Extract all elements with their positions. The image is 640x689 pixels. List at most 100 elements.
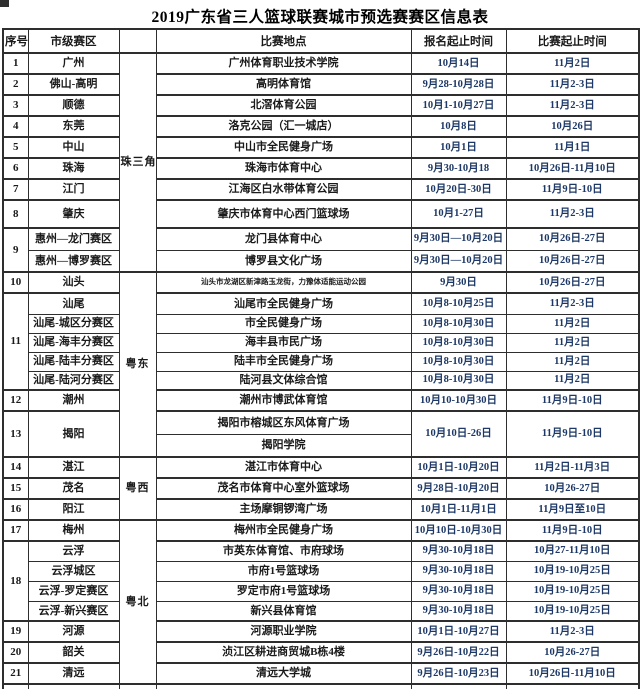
region-cell: 珠三角 — [118, 52, 157, 273]
comp-date-cell: 11月2日 — [505, 313, 640, 334]
city-cell: 汕尾-城区分赛区 — [27, 313, 120, 334]
city-cell: 佛山-高明 — [27, 73, 120, 96]
comp-date-cell: 11月2-3日 — [505, 73, 640, 96]
table-row: 12 潮州 潮州市博武体育馆 10月10-10月30日 11月9日-10日 — [2, 389, 640, 412]
table-row: 2 佛山-高明 高明体育馆 9月28-10月28日 11月2-3日 — [2, 73, 640, 96]
seq-cell: 6 — [2, 157, 29, 180]
header-region — [118, 28, 157, 54]
city-cell: 汕尾-陆河分赛区 — [27, 370, 120, 391]
stub-row — [2, 683, 640, 689]
venue-cell: 肇庆市体育中心西门篮球场 — [155, 199, 412, 229]
seq-cell: 13 — [2, 410, 29, 458]
comp-date-cell: 11月9日至10日 — [505, 498, 640, 521]
seq-cell: 15 — [2, 477, 29, 500]
comp-date-cell: 10月26-27日 — [505, 477, 640, 500]
city-cell: 云浮-新兴赛区 — [27, 600, 120, 622]
venue-cell: 市府1号篮球场 — [155, 560, 412, 582]
header-venue: 比赛地点 — [155, 28, 412, 54]
comp-date-cell — [505, 683, 640, 689]
table-row: 15 茂名 茂名市体育中心室外篮球场 9月28日-10月20日 10月26-27日 — [2, 477, 640, 500]
comp-date-cell: 10月26-27日 — [505, 641, 640, 664]
comp-date-cell: 11月2-3日 — [505, 199, 640, 229]
city-cell: 江门 — [27, 178, 120, 201]
comp-date-cell: 11月9日-10日 — [505, 410, 640, 458]
reg-date-cell: 10月1日-11月1日 — [410, 498, 507, 521]
reg-date-cell: 9月30-10月18 — [410, 157, 507, 180]
table-row: 云浮城区 市府1号篮球场 9月30-10月18日 10月19-10月25日 — [3, 560, 640, 582]
comp-date-cell: 10月19-10月25日 — [505, 600, 640, 622]
comp-date-cell: 11月2-3日 — [505, 620, 640, 643]
venue-cell: 浈江区耕进商贸城B栋4楼 — [155, 641, 412, 664]
table-row: 10 汕头 粤东 汕头市龙湖区新津路玉龙街，力豫体适能运动公园 9月30日 10月26日-… — [2, 271, 640, 458]
venue-cell: 北滘体育公园 — [155, 94, 412, 117]
venue-cell: 洛克公园（汇一城店） — [155, 115, 412, 138]
city-cell: 汕尾-陆丰分赛区 — [27, 351, 120, 372]
city-cell: 湛江 — [27, 456, 120, 479]
city-cell: 汕尾-海丰分赛区 — [27, 332, 120, 353]
table-row: 云浮-新兴赛区 新兴县体育馆 9月30-10月18日 10月19-10月25日 — [3, 600, 640, 622]
table-row: 8 肇庆 肇庆市体育中心西门篮球场 10月1-27日 11月2-3日 — [2, 199, 640, 229]
city-cell: 韶关 — [27, 641, 120, 664]
seq-cell: 11 — [2, 292, 29, 391]
region-cell — [118, 683, 157, 689]
venue-cell: 揭阳学院 — [155, 433, 412, 458]
city-cell: 惠州—龙门赛区 — [27, 227, 120, 251]
reg-date-cell: 10月1日-10月20日 — [410, 456, 507, 479]
venue-cell: 梅州市全民健身广场 — [155, 519, 412, 542]
reg-date-cell: 9月28-10月28日 — [410, 73, 507, 96]
venue-cell: 清远大学城 — [155, 662, 412, 685]
seq-cell: 18 — [2, 540, 29, 622]
venue-cell: 揭阳市榕城区东风体育广场 — [155, 410, 412, 435]
venue-cell — [155, 683, 412, 689]
reg-date-cell: 9月30日—10月20日 — [410, 249, 507, 273]
seq-cell: 1 — [2, 52, 29, 75]
reg-date-cell — [410, 683, 507, 689]
reg-date-cell: 10月14日 — [410, 52, 507, 75]
region-cell: 粤西 — [118, 456, 157, 521]
comp-date-cell: 11月9日-10日 — [505, 178, 640, 201]
venue-cell: 博罗县文化广场 — [155, 249, 412, 273]
reg-date-cell: 9月26日-10月22日 — [410, 641, 507, 664]
reg-date-cell: 10月10日-10月30日 — [410, 519, 507, 542]
header-seq: 序号 — [2, 28, 29, 54]
city-cell: 茂名 — [27, 477, 120, 500]
comp-date-cell: 11月2日-11月3日 — [505, 456, 640, 479]
table-row: 汕尾-海丰分赛区 海丰县市民广场 10月8-10月30日 11月2日 — [3, 332, 640, 353]
comp-date-cell: 10月19-10月25日 — [505, 580, 640, 602]
seq-cell: 20 — [2, 641, 29, 664]
reg-date-cell: 10月10日-26日 — [410, 410, 507, 458]
venue-cell: 陆丰市全民健身广场 — [155, 351, 412, 372]
reg-date-cell: 10月1日 — [410, 136, 507, 159]
city-cell — [27, 683, 120, 689]
reg-date-cell: 9月30-10月18日 — [410, 600, 507, 622]
city-cell: 惠州—博罗赛区 — [27, 249, 120, 273]
reg-date-cell: 10月1-10月27日 — [410, 94, 507, 117]
venue-cell: 罗定市府1号篮球场 — [155, 580, 412, 602]
reg-date-cell: 10月8-10月30日 — [410, 351, 507, 372]
region-cell: 粤东 — [118, 271, 157, 458]
scan-artifact — [0, 0, 9, 7]
region-cell: 粤北 — [118, 519, 157, 685]
venue-cell: 汕头市龙湖区新津路玉龙街，力豫体适能运动公园 — [155, 271, 412, 294]
table-header-row: 序号 市级赛区 比赛地点 报名起止时间 比赛起止时间 — [2, 28, 640, 54]
venue-cell: 江海区白水带体育公园 — [155, 178, 412, 201]
comp-date-cell: 11月2日 — [505, 351, 640, 372]
reg-date-cell: 10月1-27日 — [410, 199, 507, 229]
venue-cell: 龙门县体育中心 — [155, 227, 412, 251]
header-city: 市级赛区 — [27, 28, 120, 54]
venue-cell: 高明体育馆 — [155, 73, 412, 96]
reg-date-cell: 10月8日 — [410, 115, 507, 138]
comp-date-cell: 10月26日-11月10日 — [505, 662, 640, 685]
city-cell: 潮州 — [27, 389, 120, 412]
seq-cell: 17 — [2, 519, 29, 542]
venue-cell: 市全民健身广场 — [155, 313, 412, 334]
city-cell: 中山 — [27, 136, 120, 159]
comp-date-cell: 11月2日 — [505, 332, 640, 353]
reg-date-cell: 9月30日—10月20日 — [410, 227, 507, 251]
table-row: 惠州—博罗赛区 博罗县文化广场 9月30日—10月20日 10月26日-27日 — [3, 249, 640, 273]
seq-cell: 14 — [2, 456, 29, 479]
table-row: 17 梅州 粤北 梅州市全民健身广场 10月10日-10月30日 11月9日-10日 — [2, 519, 640, 685]
comp-date-cell: 11月2日 — [505, 52, 640, 75]
comp-date-cell: 11月2日 — [505, 370, 640, 391]
venue-cell: 中山市全民健身广场 — [155, 136, 412, 159]
